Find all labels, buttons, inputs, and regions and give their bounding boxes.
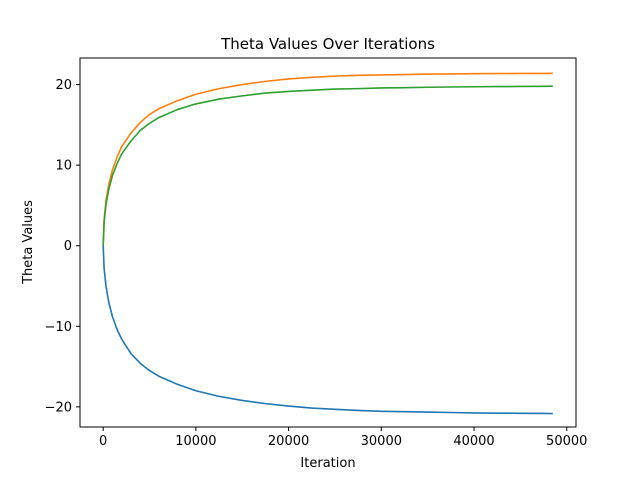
x-tick-label: 20000: [268, 434, 309, 449]
y-axis: −20 −10 0 10 20: [45, 78, 80, 415]
x-tick-label: 10000: [175, 434, 216, 449]
series-line-3: [102, 85, 553, 246]
y-tick-label: −10: [45, 320, 72, 335]
plot-area-frame: [79, 57, 577, 428]
series-line-2: [102, 72, 553, 246]
y-tick-label: 10: [55, 159, 72, 174]
x-tick-label: 50000: [546, 434, 587, 449]
series-layer: [102, 72, 553, 415]
series-line-1: [102, 245, 553, 415]
y-tick-label: 0: [64, 239, 72, 254]
x-tick-label: 30000: [361, 434, 402, 449]
x-tick-label: 40000: [453, 434, 494, 449]
y-axis-label: Theta Values: [21, 200, 36, 285]
x-axis-label: Iteration: [300, 456, 355, 471]
x-axis: 0 10000 20000 30000 40000 50000: [99, 427, 587, 449]
chart-title: Theta Values Over Iterations: [220, 35, 435, 53]
y-tick-label: −20: [45, 400, 72, 415]
y-tick-label: 20: [55, 78, 72, 93]
x-tick-label: 0: [99, 434, 107, 449]
